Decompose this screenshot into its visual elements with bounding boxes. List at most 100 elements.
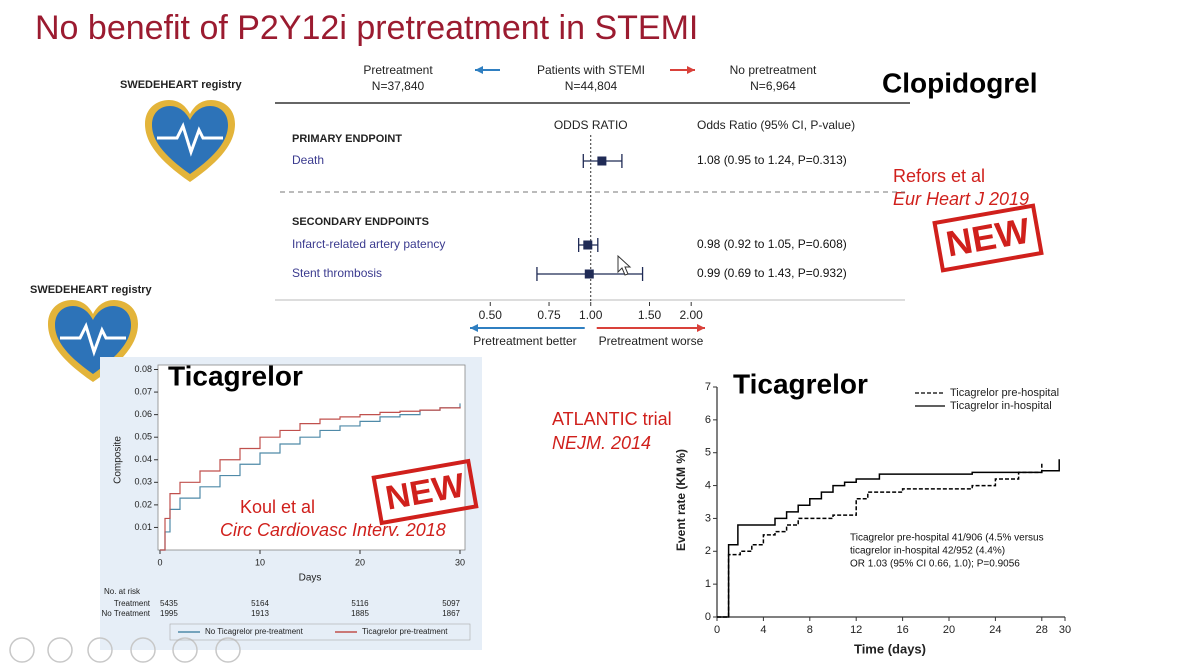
y-tick-label: 0.01 — [134, 522, 152, 532]
header-n: N=37,840 — [372, 79, 425, 93]
x-axis-label: Days — [299, 573, 322, 584]
y-tick-label: 7 — [705, 381, 711, 393]
section-title: SECONDARY ENDPOINTS — [292, 216, 429, 228]
registry-label: SWEDEHEART registry — [30, 284, 153, 296]
citation-journal: NEJM. 2014 — [552, 433, 651, 453]
x-tick-label: 24 — [989, 624, 1001, 636]
y-tick-label: 0.06 — [134, 409, 152, 419]
x-axis-label: Time (days) — [854, 641, 926, 656]
y-tick-label: 5 — [705, 447, 711, 459]
x-tick-label: 12 — [850, 624, 862, 636]
header-arrow-head — [687, 66, 695, 74]
x-tick-label: 20 — [355, 557, 365, 567]
row-label: Death — [292, 153, 324, 167]
annotation: ticagrelor in-hospital 42/952 (4.4%) — [850, 546, 1005, 557]
risk-value: 1913 — [251, 609, 269, 618]
header-label: Patients with STEMI — [537, 63, 645, 77]
y-tick-label: 4 — [705, 479, 711, 491]
row-value-label: 0.99 (0.69 to 1.43, P=0.932) — [697, 266, 847, 280]
risk-value: 1867 — [442, 609, 460, 618]
x-tick-label: 0.75 — [537, 308, 561, 322]
registry-label: SWEDEHEART registry — [120, 79, 243, 91]
toolbar-button[interactable] — [215, 637, 241, 663]
row-value-label: 1.08 (0.95 to 1.24, P=0.313) — [697, 153, 847, 167]
direction-label: Pretreatment better — [473, 334, 576, 348]
y-tick-label: 1 — [705, 578, 711, 590]
x-tick-label: 0.50 — [479, 308, 503, 322]
annotation: OR 1.03 (95% CI 0.66, 1.0); P=0.9056 — [850, 559, 1020, 570]
row-value-label: 0.98 (0.92 to 1.05, P=0.608) — [697, 237, 847, 251]
y-tick-label: 0.02 — [134, 499, 152, 509]
toolbar-button[interactable] — [87, 637, 113, 663]
toolbar — [9, 637, 241, 663]
header-arrow-head — [475, 66, 483, 74]
x-tick-label: 0 — [714, 624, 720, 636]
legend-label: Ticagrelor in-hospital — [950, 400, 1052, 412]
row-label: Infarct-related artery patency — [292, 237, 445, 251]
heart-logo — [145, 100, 235, 182]
y-tick-label: 3 — [705, 512, 711, 524]
toolbar-button[interactable] — [47, 637, 73, 663]
slide-title: No benefit of P2Y12i pretreatment in STE… — [35, 9, 698, 47]
y-axis-label: Event rate (KM %) — [674, 449, 688, 551]
estimate — [583, 240, 593, 250]
km-curve — [717, 462, 1043, 618]
direction-arrow-head — [470, 324, 478, 332]
legend-box — [169, 623, 471, 641]
y-tick-label: 0.08 — [134, 364, 152, 374]
row-label: Stent thrombosis — [292, 266, 382, 280]
legend-label: Ticagrelor pre-treatment — [362, 627, 448, 636]
risk-value: 5164 — [251, 599, 269, 608]
header-n: N=6,964 — [750, 79, 796, 93]
legend-label: Ticagrelor pre-hospital — [950, 387, 1059, 399]
x-tick-label: 20 — [943, 624, 955, 636]
x-tick-label: 1.50 — [638, 308, 662, 322]
km-curve — [160, 403, 461, 551]
chart-title: Ticagrelor — [733, 368, 868, 399]
estimate — [597, 156, 607, 166]
section-title: PRIMARY ENDPOINT — [292, 133, 402, 145]
risk-value: 5116 — [351, 599, 369, 608]
annotation: Ticagrelor pre-hospital 41/906 (4.5% ver… — [850, 533, 1044, 544]
risk-value: 1885 — [351, 609, 369, 618]
x-tick-label: 28 — [1036, 624, 1048, 636]
direction-arrow-head — [697, 324, 705, 332]
axis-title: ODDS RATIO — [554, 118, 628, 132]
citation-journal: Eur Heart J 2019 — [893, 189, 1029, 209]
km-curve — [160, 406, 461, 551]
citation-authors: ATLANTIC trial — [552, 409, 672, 429]
x-tick-label: 0 — [157, 557, 162, 567]
risk-value: 5435 — [160, 599, 178, 608]
header-label: Pretreatment — [363, 63, 433, 77]
citation-authors: Koul et al — [240, 497, 315, 517]
legend-label: No Ticagrelor pre-treatment — [205, 627, 304, 636]
estimate — [584, 269, 594, 279]
risk-row-label: Treatment — [114, 599, 151, 608]
y-tick-label: 0.05 — [134, 432, 152, 442]
header-label: No pretreatment — [730, 63, 817, 77]
y-tick-label: 2 — [705, 545, 711, 557]
risk-row-label: No Treatment — [102, 609, 151, 618]
citation-journal: Circ Cardiovasc Interv. 2018 — [220, 520, 446, 540]
y-tick-label: 6 — [705, 414, 711, 426]
y-tick-label: 0.04 — [134, 454, 152, 464]
toolbar-button[interactable] — [172, 637, 198, 663]
x-tick-label: 4 — [760, 624, 766, 636]
toolbar-button[interactable] — [130, 637, 156, 663]
y-axis-label: Composite — [113, 436, 124, 484]
risk-value: 1995 — [160, 609, 178, 618]
citation-authors: Refors et al — [893, 166, 985, 186]
toolbar-button[interactable] — [9, 637, 35, 663]
direction-label: Pretreatment worse — [599, 334, 704, 348]
x-tick-label: 30 — [1059, 624, 1071, 636]
y-tick-label: 0.07 — [134, 386, 152, 396]
header-n: N=44,804 — [565, 79, 618, 93]
x-tick-label: 16 — [896, 624, 908, 636]
km-curve — [717, 459, 1060, 618]
x-tick-label: 30 — [455, 557, 465, 567]
new-stamp: NEW — [371, 458, 479, 526]
risk-table-title: No. at risk — [104, 587, 141, 596]
drug-label: Clopidogrel — [882, 67, 1038, 98]
x-tick-label: 2.00 — [680, 308, 704, 322]
